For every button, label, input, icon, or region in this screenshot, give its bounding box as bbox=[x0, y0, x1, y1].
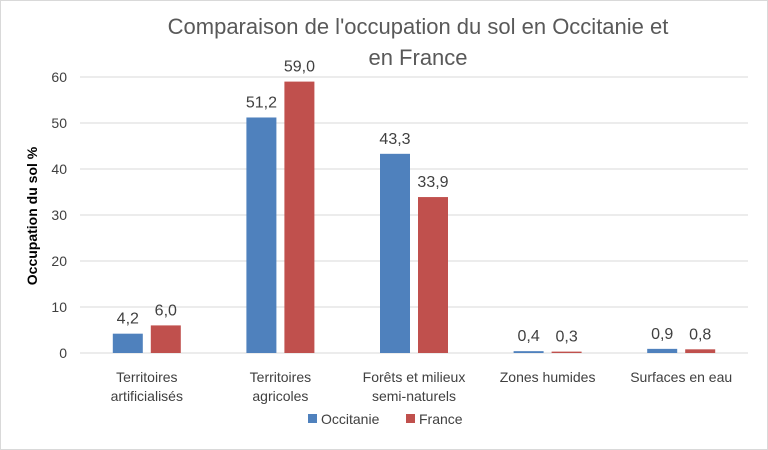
legend-label-occitanie: Occitanie bbox=[321, 411, 380, 427]
bar-occitanie bbox=[246, 117, 277, 353]
bar-occitanie bbox=[647, 348, 678, 353]
chart-title-line-1: Comparaison de l'occupation du sol en Oc… bbox=[168, 14, 669, 39]
data-label-france: 59,0 bbox=[284, 59, 315, 76]
category-label: Zones humides bbox=[500, 369, 596, 385]
legend: Occitanie France bbox=[308, 411, 463, 427]
x-axis-categories: Territoires artificialisés Territoires agri… bbox=[111, 369, 733, 404]
bar-france bbox=[284, 81, 315, 353]
data-label-france: 6,0 bbox=[155, 302, 177, 319]
bar-occitanie bbox=[513, 351, 544, 353]
y-tick-label: 50 bbox=[51, 115, 67, 131]
chart-title-line-2: en France bbox=[368, 45, 467, 70]
data-label-occitanie: 4,2 bbox=[117, 311, 139, 328]
legend-swatch-france bbox=[406, 414, 415, 423]
data-label-occitanie: 51,2 bbox=[246, 94, 277, 111]
legend-label-france: France bbox=[419, 411, 463, 427]
y-axis-label: Occupation du sol % bbox=[24, 146, 40, 285]
category-label: semi-naturels bbox=[372, 388, 456, 404]
data-label-occitanie: 0,9 bbox=[651, 326, 673, 343]
bar-france bbox=[685, 349, 716, 353]
category-label: artificialisés bbox=[111, 388, 183, 404]
category-label: Forêts et milieux bbox=[363, 369, 466, 385]
y-tick-label: 60 bbox=[51, 69, 67, 85]
y-tick-label: 20 bbox=[51, 253, 67, 269]
data-label-france: 0,3 bbox=[555, 329, 577, 346]
bar-france bbox=[418, 197, 448, 353]
bar-france bbox=[150, 325, 181, 353]
y-tick-label: 10 bbox=[51, 299, 67, 315]
category-label: agricoles bbox=[252, 388, 308, 404]
category-label: Surfaces en eau bbox=[630, 369, 732, 385]
data-label-france: 0,8 bbox=[689, 326, 711, 343]
data-label-occitanie: 43,3 bbox=[379, 131, 410, 148]
bar-france bbox=[551, 351, 582, 353]
data-labels: 4,2 6,0 51,2 59,0 43,3 33,9 0,4 0,3 0,9 0,8 bbox=[117, 59, 712, 346]
y-tick-label: 30 bbox=[51, 207, 67, 223]
category-label: Territoires bbox=[116, 369, 177, 385]
y-tick-label: 0 bbox=[59, 345, 67, 361]
legend-swatch-occitanie bbox=[308, 414, 317, 423]
category-label: Territoires bbox=[250, 369, 311, 385]
bars bbox=[112, 81, 716, 353]
gridlines bbox=[80, 76, 748, 354]
data-label-occitanie: 0,4 bbox=[517, 328, 539, 345]
y-tick-label: 40 bbox=[51, 161, 67, 177]
bar-occitanie bbox=[380, 153, 410, 353]
bar-occitanie bbox=[112, 333, 143, 353]
data-label-france: 33,9 bbox=[417, 174, 448, 191]
y-axis-ticks: 0 10 20 30 40 50 60 bbox=[51, 69, 67, 361]
